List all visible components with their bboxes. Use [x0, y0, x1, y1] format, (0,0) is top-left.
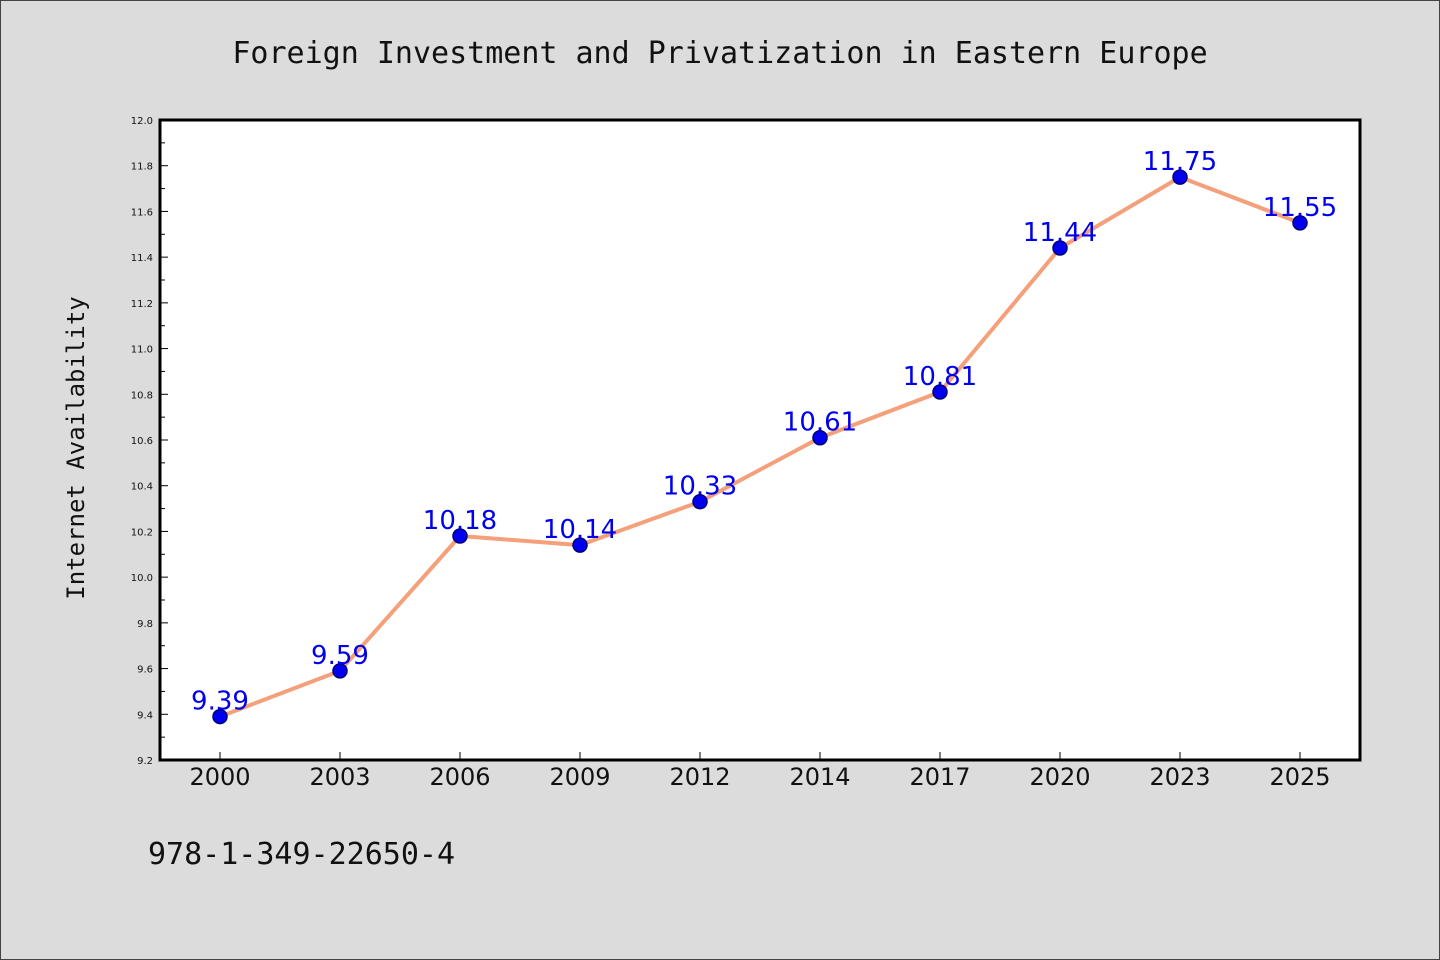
data-label: 10.33 — [663, 472, 737, 502]
x-tick-label: 2023 — [1149, 763, 1210, 791]
data-point — [1292, 215, 1308, 231]
data-label: 10.81 — [903, 362, 977, 392]
data-point — [812, 429, 828, 446]
y-tick-label: 9.8 — [137, 619, 153, 630]
y-tick-label: 11.6 — [131, 207, 153, 218]
data-point — [1172, 169, 1188, 185]
data-point — [212, 708, 228, 725]
x-axis: 2000 2003 2006 2009 2012 2014 2017 2020 2023 2025 — [189, 752, 1331, 791]
data-label: 11.55 — [1263, 193, 1337, 223]
y-tick-label: 10.8 — [131, 390, 153, 401]
y-tick-label: 10.6 — [131, 436, 153, 447]
x-tick-label: 2006 — [429, 763, 490, 791]
data-label: 9.39 — [191, 687, 249, 717]
y-tick-label: 10.2 — [131, 527, 153, 538]
y-tick-label: 9.2 — [137, 756, 153, 767]
data-label: 11.44 — [1023, 218, 1097, 248]
x-tick-label: 2012 — [669, 763, 730, 791]
x-tick-label: 2003 — [309, 763, 370, 791]
y-tick-label: 11.0 — [131, 345, 153, 356]
x-tick-label: 2017 — [909, 763, 970, 791]
y-axis-label: Internet Availability — [62, 296, 90, 599]
y-tick-label: 9.4 — [137, 710, 153, 721]
x-tick-label: 2009 — [549, 763, 610, 791]
y-tick-label: 11.8 — [131, 162, 153, 173]
y-tick-label: 10.0 — [131, 573, 153, 584]
data-point — [1052, 240, 1068, 256]
plot-frame — [158, 118, 1362, 762]
plot-area — [160, 120, 1360, 760]
y-tick-label: 10.4 — [131, 482, 153, 493]
data-label: 10.61 — [783, 408, 857, 438]
x-tick-label: 2020 — [1029, 763, 1090, 791]
data-labels: 9.39 9.59 10.18 10.14 10.33 10.61 10.81 11.44 11… — [191, 147, 1337, 716]
x-tick-label: 2014 — [789, 763, 850, 791]
data-point — [932, 384, 948, 400]
y-tick-label: 9.6 — [137, 665, 153, 676]
chart-title: Foreign Investment and Privatization in … — [232, 36, 1207, 71]
footer-code: 978-1-349-22650-4 — [148, 837, 455, 872]
series-line-path — [219, 175, 1301, 719]
data-label: 9.59 — [311, 641, 369, 671]
y-tick-label: 11.4 — [131, 253, 153, 264]
data-point — [692, 493, 708, 510]
x-tick-label: 2000 — [189, 763, 250, 791]
data-point — [332, 663, 348, 679]
x-tick-label: 2025 — [1269, 763, 1330, 791]
data-label: 11.75 — [1143, 147, 1217, 177]
series-points — [212, 169, 1308, 725]
data-label: 10.14 — [543, 515, 617, 545]
y-tick-label: 11.2 — [131, 299, 153, 310]
series-line — [219, 175, 1301, 719]
data-point — [572, 537, 588, 553]
data-point — [452, 528, 468, 544]
y-tick-label: 12.0 — [131, 116, 153, 127]
data-label: 10.18 — [423, 506, 497, 536]
